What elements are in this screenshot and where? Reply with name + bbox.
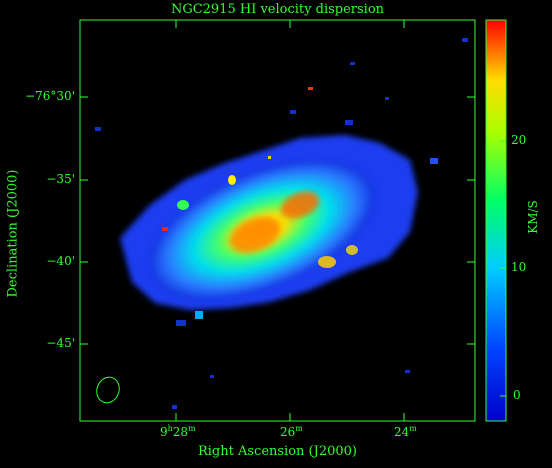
colorbar-tick-label: 10 xyxy=(511,260,527,274)
x-tick-label: 9h28m xyxy=(160,424,196,439)
colorbar xyxy=(485,19,507,422)
y-tick-label: −35' xyxy=(46,172,75,186)
y-tick-label: −76°30' xyxy=(25,89,75,103)
y-tick-label: −40' xyxy=(46,254,75,268)
y-tick-marks xyxy=(80,96,475,345)
galaxy-emission xyxy=(95,38,468,409)
x-axis-label: Right Ascension (J2000) xyxy=(197,444,357,459)
plot-title: NGC2915 HI velocity dispersion xyxy=(170,2,385,17)
colorbar-label: KM/S xyxy=(526,200,540,234)
colorbar-tick-label: 0 xyxy=(513,388,521,402)
colorbar-tick-marks xyxy=(500,140,506,397)
beam-ellipse xyxy=(96,376,120,404)
x-tick-marks xyxy=(175,20,405,421)
x-tick-label: 26m xyxy=(280,424,303,439)
colorbar-tick-label: 20 xyxy=(511,133,527,147)
x-tick-label: 24m xyxy=(394,424,417,439)
y-tick-label: −45' xyxy=(46,336,75,350)
y-axis-label: Declination (J2000) xyxy=(5,169,21,298)
